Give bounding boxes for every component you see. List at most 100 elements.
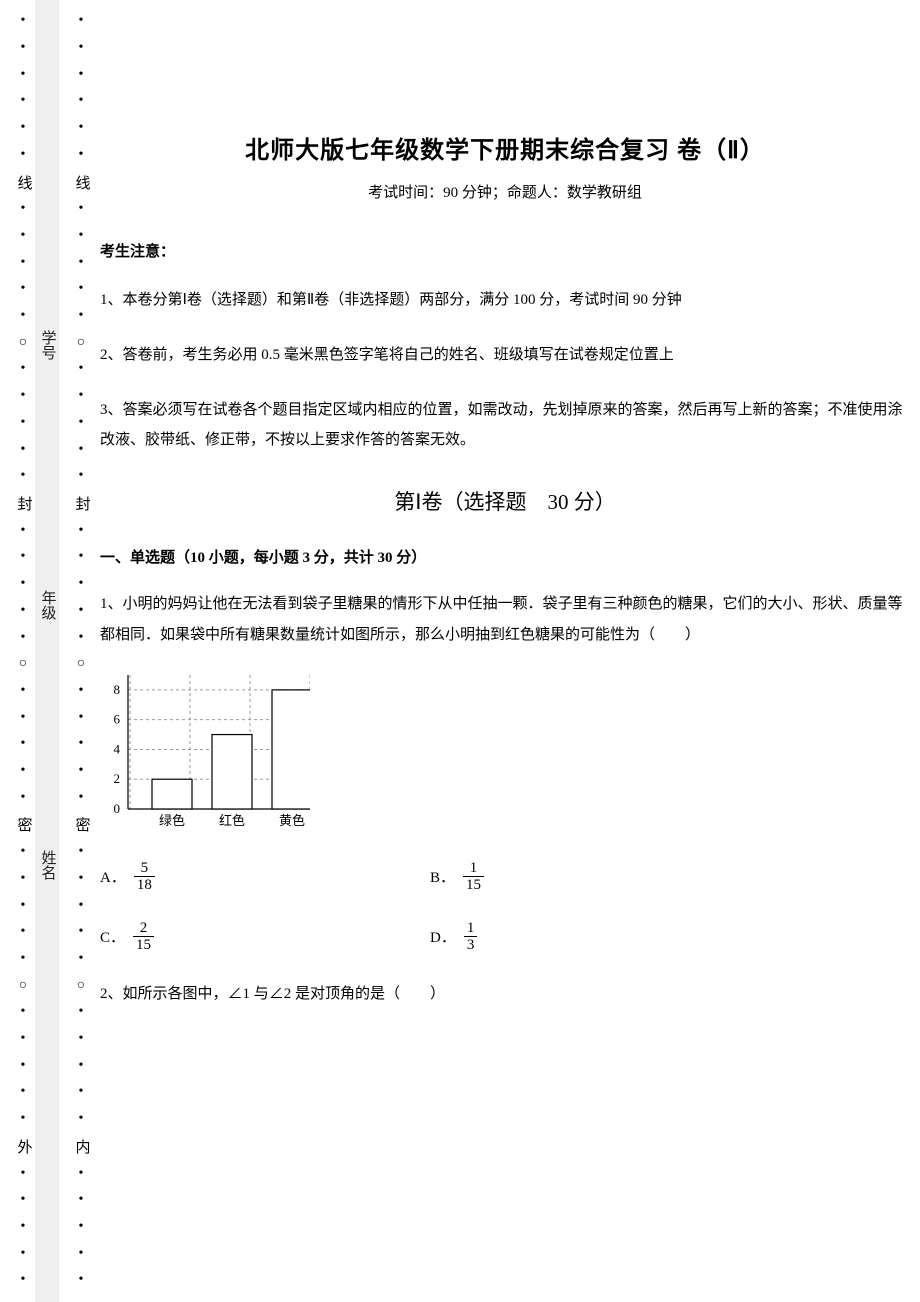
binding-dot: • bbox=[21, 1247, 26, 1261]
fraction-denominator: 18 bbox=[134, 876, 155, 894]
binding-label-inner: 内 bbox=[74, 1139, 89, 1154]
option-c: C． 2 15 bbox=[100, 920, 430, 954]
binding-dot: • bbox=[79, 899, 84, 913]
page-title: 北师大版七年级数学下册期末综合复习 卷（Ⅱ） bbox=[100, 130, 910, 165]
binding-dot: • bbox=[21, 443, 26, 457]
binding-circle: ○ bbox=[77, 979, 85, 993]
binding-dot: • bbox=[79, 94, 84, 108]
binding-dot: • bbox=[21, 1273, 26, 1287]
binding-dot: • bbox=[79, 684, 84, 698]
binding-dot: • bbox=[79, 443, 84, 457]
binding-dot: • bbox=[79, 577, 84, 591]
binding-dot: • bbox=[21, 121, 26, 135]
binding-dot: • bbox=[21, 1032, 26, 1046]
svg-text:2: 2 bbox=[114, 771, 121, 786]
binding-circle: ○ bbox=[19, 979, 27, 993]
bar-chart-svg: 02468绿色红色黄色 bbox=[100, 669, 310, 829]
binding-dot: • bbox=[79, 737, 84, 751]
option-a: A． 5 18 bbox=[100, 860, 430, 894]
binding-dot: • bbox=[79, 845, 84, 859]
fraction-numerator: 1 bbox=[464, 920, 478, 937]
binding-dot: • bbox=[79, 550, 84, 564]
option-label: C． bbox=[100, 926, 125, 947]
subtitle: 考试时间：90 分钟；命题人：数学教研组 bbox=[100, 181, 910, 202]
option-label: D． bbox=[430, 926, 456, 947]
binding-column-inner: • • • • • • 线 • • • • • ○ • • • • • 封 • … bbox=[70, 0, 92, 1302]
svg-text:0: 0 bbox=[114, 801, 121, 816]
binding-dot: • bbox=[79, 256, 84, 270]
binding-dot: • bbox=[21, 577, 26, 591]
option-b-fraction: 1 15 bbox=[463, 860, 484, 894]
binding-dot: • bbox=[79, 1193, 84, 1207]
binding-dot: • bbox=[79, 469, 84, 483]
binding-circle: ○ bbox=[19, 657, 27, 671]
binding-dot: • bbox=[21, 389, 26, 403]
binding-dot: • bbox=[79, 1005, 84, 1019]
binding-dot: • bbox=[79, 1247, 84, 1261]
binding-dot: • bbox=[21, 1167, 26, 1181]
binding-dot: • bbox=[21, 952, 26, 966]
binding-dot: • bbox=[79, 711, 84, 725]
binding-dot: • bbox=[79, 229, 84, 243]
binding-column-outer: • • • • • • 线 • • • • • ○ • • • • • 封 • … bbox=[12, 0, 34, 1302]
binding-dot: • bbox=[21, 925, 26, 939]
binding-dot: • bbox=[21, 148, 26, 162]
binding-dot: • bbox=[21, 469, 26, 483]
fraction-numerator: 1 bbox=[467, 860, 481, 877]
binding-circle: ○ bbox=[77, 657, 85, 671]
fraction-denominator: 15 bbox=[133, 936, 154, 954]
binding-dot: • bbox=[21, 309, 26, 323]
fraction-denominator: 3 bbox=[464, 936, 478, 954]
binding-dot: • bbox=[79, 1032, 84, 1046]
binding-dot: • bbox=[79, 282, 84, 296]
section-heading: 一、单选题（10 小题，每小题 3 分，共计 30 分） bbox=[100, 546, 910, 567]
binding-label-secret: 密 bbox=[16, 817, 31, 832]
notice-heading: 考生注意： bbox=[100, 240, 910, 261]
binding-dot: • bbox=[79, 764, 84, 778]
binding-dot: • bbox=[79, 604, 84, 618]
binding-dot: • bbox=[21, 14, 26, 28]
binding-dot: • bbox=[79, 1085, 84, 1099]
binding-label-seal: 封 bbox=[74, 496, 89, 511]
binding-dot: • bbox=[21, 1193, 26, 1207]
option-label: B． bbox=[430, 866, 455, 887]
fraction-numerator: 2 bbox=[137, 920, 151, 937]
binding-dot: • bbox=[79, 925, 84, 939]
option-label: A． bbox=[100, 866, 126, 887]
binding-dot: • bbox=[21, 899, 26, 913]
binding-dot: • bbox=[21, 282, 26, 296]
question-1-text: 1、小明的妈妈让他在无法看到袋子里糖果的情形下从中任抽一颗．袋子里有三种颜色的糖… bbox=[100, 589, 910, 651]
binding-dot: • bbox=[21, 684, 26, 698]
binding-dot: • bbox=[79, 952, 84, 966]
binding-dot: • bbox=[21, 631, 26, 645]
binding-dot: • bbox=[79, 1112, 84, 1126]
binding-dot: • bbox=[79, 1059, 84, 1073]
binding-dot: • bbox=[21, 229, 26, 243]
binding-dot: • bbox=[21, 94, 26, 108]
fraction-numerator: 5 bbox=[138, 860, 152, 877]
binding-dot: • bbox=[79, 148, 84, 162]
binding-dot: • bbox=[79, 362, 84, 376]
binding-column-info: 学号 年级 姓名 bbox=[35, 0, 59, 1302]
option-d: D． 1 3 bbox=[430, 920, 760, 954]
svg-text:黄色: 黄色 bbox=[279, 813, 305, 828]
binding-label-outer: 外 bbox=[16, 1139, 31, 1154]
binding-dot: • bbox=[21, 1220, 26, 1234]
binding-dot: • bbox=[21, 764, 26, 778]
binding-dot: • bbox=[79, 416, 84, 430]
info-label-name: 姓名 bbox=[40, 850, 55, 880]
binding-dot: • bbox=[79, 41, 84, 55]
binding-dot: • bbox=[79, 631, 84, 645]
binding-dot: • bbox=[79, 524, 84, 538]
notice-item-3: 3、答案必须写在试卷各个题目指定区域内相应的位置，如需改动，先划掉原来的答案，然… bbox=[100, 395, 910, 457]
part-title: 第Ⅰ卷（选择题 30 分） bbox=[100, 486, 910, 516]
binding-dot: • bbox=[21, 872, 26, 886]
binding-dot: • bbox=[79, 1220, 84, 1234]
binding-dot: • bbox=[79, 202, 84, 216]
binding-dot: • bbox=[21, 362, 26, 376]
binding-dot: • bbox=[21, 202, 26, 216]
binding-dot: • bbox=[21, 1112, 26, 1126]
svg-text:红色: 红色 bbox=[219, 813, 245, 828]
binding-dot: • bbox=[79, 121, 84, 135]
binding-dot: • bbox=[79, 14, 84, 28]
